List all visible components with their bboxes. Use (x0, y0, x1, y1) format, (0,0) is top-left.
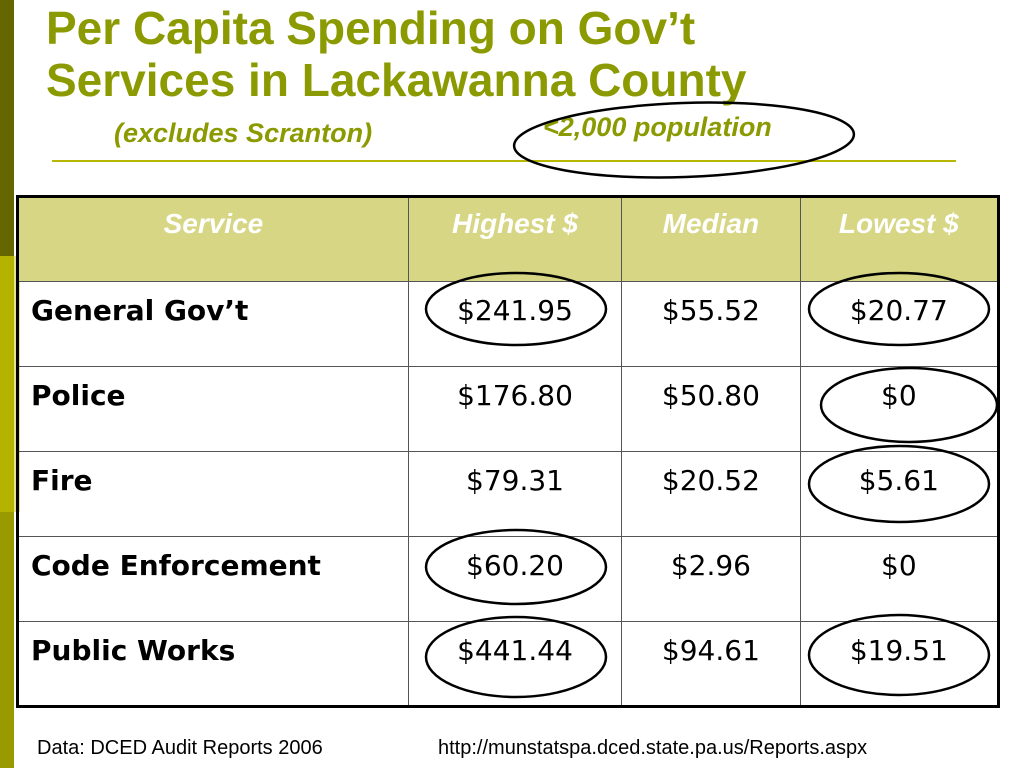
lowest-cell: $0 (799, 366, 1000, 452)
table-header-row: Service Highest $ Median Lowest $ (17, 196, 1000, 282)
source-note: Data: DCED Audit Reports 2006 (37, 737, 323, 759)
table-row: Fire $79.31 $20.52 $5.61 (17, 451, 1000, 537)
median-cell: $2.96 (621, 536, 801, 622)
table-row: General Gov’t $241.95 $55.52 $20.77 (17, 281, 1000, 367)
side-bar-light (0, 256, 14, 512)
header-highest: Highest $ (407, 196, 623, 282)
side-bar-dark (0, 0, 14, 256)
highest-cell: $241.95 (407, 281, 623, 367)
spending-table: Service Highest $ Median Lowest $ Genera… (16, 195, 1000, 708)
population-note: <2,000 population (543, 112, 772, 142)
slide-title: Per Capita Spending on Gov’t Services in… (46, 2, 747, 106)
header-median: Median (621, 196, 801, 282)
title-line-2: Services in Lackawanna County (46, 54, 747, 106)
lowest-cell: $20.77 (799, 281, 1000, 367)
lowest-cell: $0 (799, 536, 1000, 622)
service-cell: Police (17, 366, 409, 452)
subtitle: (excludes Scranton) (114, 118, 373, 148)
highest-cell: $441.44 (407, 621, 623, 707)
header-lowest: Lowest $ (799, 196, 1000, 282)
header-service: Service (17, 196, 409, 282)
service-cell: Code Enforcement (17, 536, 409, 622)
table-row: Police $176.80 $50.80 $0 (17, 366, 1000, 452)
service-cell: Fire (17, 451, 409, 537)
source-url: http://munstatspa.dced.state.pa.us/Repor… (438, 737, 868, 759)
title-divider (52, 160, 956, 162)
table-row: Public Works $441.44 $94.61 $19.51 (17, 621, 1000, 707)
median-cell: $94.61 (621, 621, 801, 707)
lowest-cell: $19.51 (799, 621, 1000, 707)
service-cell: General Gov’t (17, 281, 409, 367)
highest-cell: $79.31 (407, 451, 623, 537)
side-bar-mid (0, 512, 14, 768)
table-row: Code Enforcement $60.20 $2.96 $0 (17, 536, 1000, 622)
title-line-1: Per Capita Spending on Gov’t (46, 2, 696, 54)
highest-cell: $60.20 (407, 536, 623, 622)
median-cell: $55.52 (621, 281, 801, 367)
service-cell: Public Works (17, 621, 409, 707)
highest-cell: $176.80 (407, 366, 623, 452)
median-cell: $20.52 (621, 451, 801, 537)
median-cell: $50.80 (621, 366, 801, 452)
lowest-cell: $5.61 (799, 451, 1000, 537)
